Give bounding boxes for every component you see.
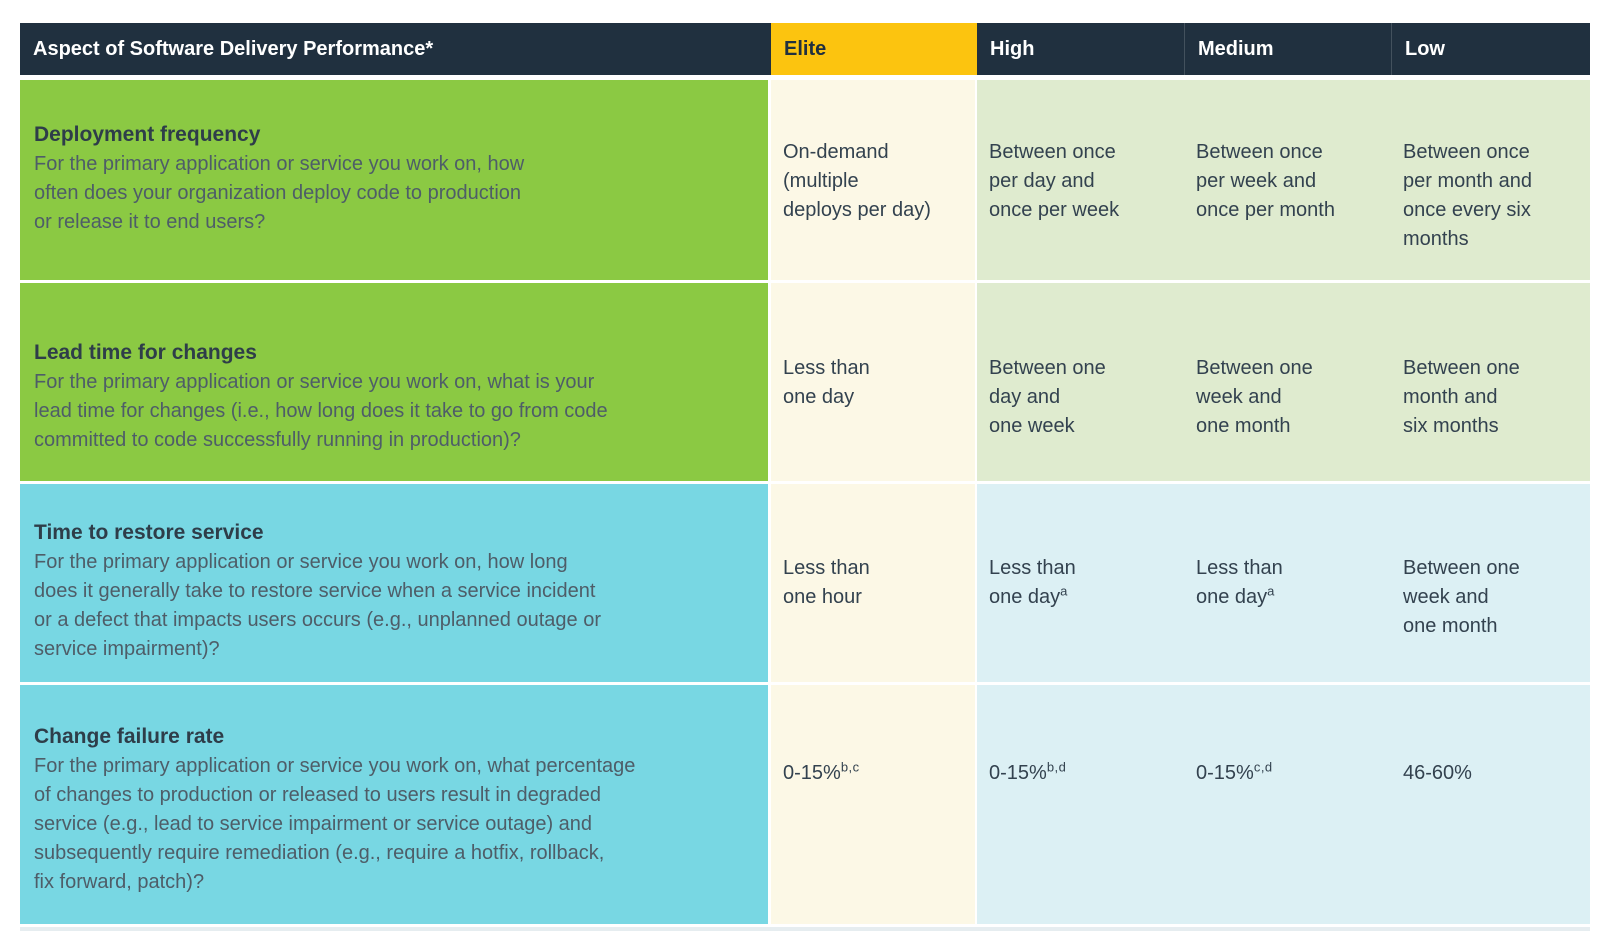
footnote-marker: a xyxy=(1060,583,1068,599)
row-title: Lead time for changes xyxy=(34,341,257,364)
cell-value: On-demand (multiple deploys per day) xyxy=(783,141,931,221)
cell-value: Between once per month and once every si… xyxy=(1403,141,1532,250)
row-lead-time-for-changes: Lead time for changes For the primary ap… xyxy=(20,283,1590,481)
row-change-failure-rate: Change failure rate For the primary appl… xyxy=(20,685,1590,924)
footnote-marker: b,c xyxy=(840,759,860,775)
aspect-cell: Time to restore service For the primary … xyxy=(20,484,771,682)
header-medium: Medium xyxy=(1184,23,1391,75)
cell-value: Between one month and six months xyxy=(1403,357,1520,437)
row-description: For the primary application or service y… xyxy=(34,755,636,893)
header-low: Low xyxy=(1391,23,1590,75)
row-time-to-restore-service: Time to restore service For the primary … xyxy=(20,484,1590,682)
cell-value: Between one day and one week xyxy=(989,357,1106,437)
cell-value: Less than one day xyxy=(989,557,1076,608)
aspect-cell: Deployment frequency For the primary app… xyxy=(20,80,771,280)
cell-medium: 0-15%c,d xyxy=(1184,685,1391,924)
cell-low: Between one week and one month xyxy=(1391,484,1590,682)
cell-value: 0-15% xyxy=(783,762,841,784)
cell-value: Between once per week and once per month xyxy=(1196,141,1335,221)
row-title: Time to restore service xyxy=(34,521,264,544)
aspect-cell: Change failure rate For the primary appl… xyxy=(20,685,771,924)
header-elite: Elite xyxy=(771,23,977,75)
performance-table: Aspect of Software Delivery Performance*… xyxy=(20,23,1590,931)
row-description: For the primary application or service y… xyxy=(34,551,601,660)
cell-value: Less than one day xyxy=(783,357,870,408)
footnote-marker: a xyxy=(1267,583,1275,599)
cell-medium: Less than one daya xyxy=(1184,484,1391,682)
footnote-marker: c,d xyxy=(1253,759,1273,775)
cell-value: Between one week and one month xyxy=(1403,557,1520,637)
cell-high: Between once per day and once per week xyxy=(977,80,1184,280)
cell-elite: Less than one hour xyxy=(771,484,977,682)
cell-value: Less than one day xyxy=(1196,557,1283,608)
cell-elite: Less than one day xyxy=(771,283,977,481)
cell-high: 0-15%b,d xyxy=(977,685,1184,924)
cell-medium: Between one week and one month xyxy=(1184,283,1391,481)
table-bottom-edge xyxy=(20,927,1590,931)
cell-high: Between one day and one week xyxy=(977,283,1184,481)
header-aspect: Aspect of Software Delivery Performance* xyxy=(20,23,771,75)
header-high: High xyxy=(977,23,1184,75)
row-title: Deployment frequency xyxy=(34,123,261,146)
cell-elite: On-demand (multiple deploys per day) xyxy=(771,80,977,280)
cell-value: 46-60% xyxy=(1403,762,1472,784)
cell-value: 0-15% xyxy=(1196,762,1254,784)
cell-low: Between one month and six months xyxy=(1391,283,1590,481)
cell-elite: 0-15%b,c xyxy=(771,685,977,924)
cell-medium: Between once per week and once per month xyxy=(1184,80,1391,280)
cell-low: 46-60% xyxy=(1391,685,1590,924)
cell-low: Between once per month and once every si… xyxy=(1391,80,1590,280)
cell-value: 0-15% xyxy=(989,762,1047,784)
cell-value: Less than one hour xyxy=(783,557,870,608)
cell-high: Less than one daya xyxy=(977,484,1184,682)
row-description: For the primary application or service y… xyxy=(34,153,525,233)
footnote-marker: b,d xyxy=(1046,759,1067,775)
aspect-cell: Lead time for changes For the primary ap… xyxy=(20,283,771,481)
table-header-row: Aspect of Software Delivery Performance*… xyxy=(20,23,1590,75)
row-title: Change failure rate xyxy=(34,725,225,748)
cell-value: Between once per day and once per week xyxy=(989,141,1120,221)
row-description: For the primary application or service y… xyxy=(34,371,608,451)
cell-value: Between one week and one month xyxy=(1196,357,1313,437)
row-deployment-frequency: Deployment frequency For the primary app… xyxy=(20,80,1590,280)
